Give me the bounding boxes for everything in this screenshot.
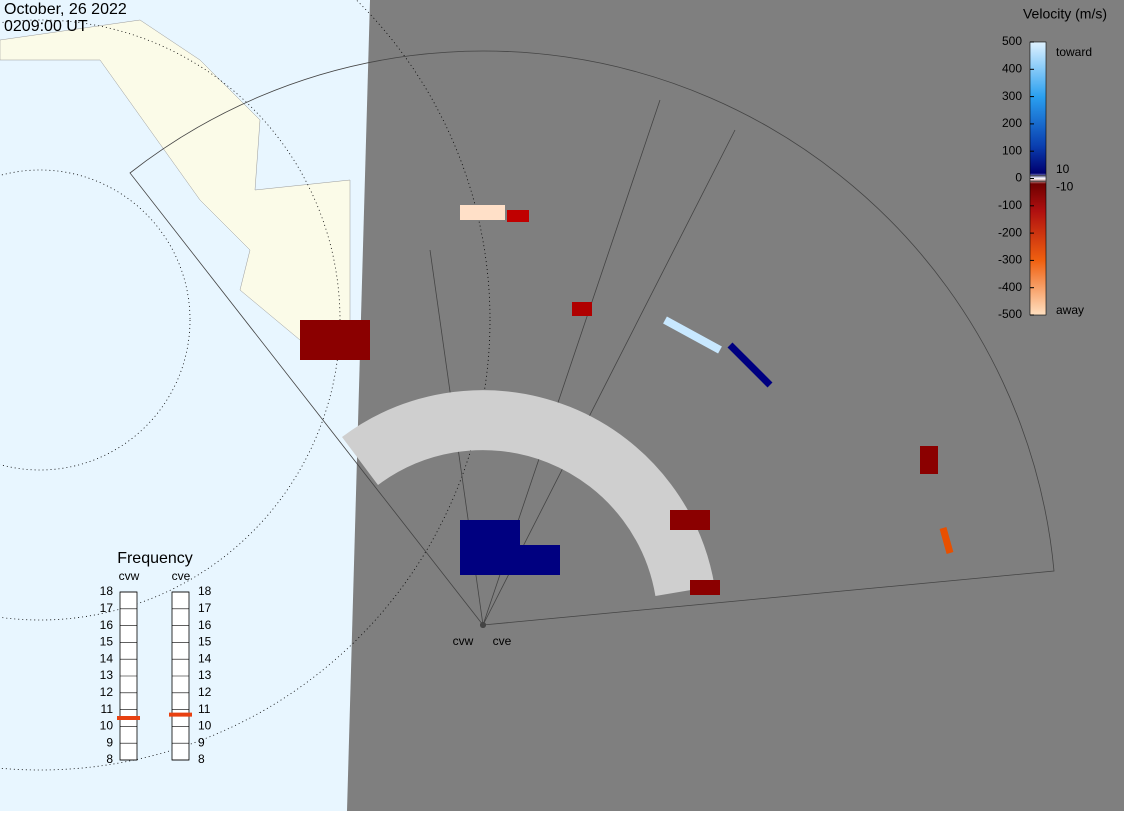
site-label: cvw xyxy=(453,634,474,648)
frequency-tick-label: 18 xyxy=(100,584,114,598)
away-label: away xyxy=(1056,303,1084,317)
frequency-tick-label: 16 xyxy=(198,618,212,632)
frequency-tick-label: 14 xyxy=(198,651,212,665)
frequency-tick-label: 9 xyxy=(198,735,205,749)
frequency-tick-label: 17 xyxy=(198,601,212,615)
radar-name: cvw xyxy=(119,569,140,583)
site-label: cve xyxy=(493,634,512,648)
toward-label: toward xyxy=(1056,45,1092,59)
colorbar-tick-label: -100 xyxy=(998,198,1022,212)
radar-fov xyxy=(129,50,1055,626)
frequency-tick-label: 8 xyxy=(198,752,205,766)
colorbar-title: Velocity (m/s) xyxy=(1023,6,1107,22)
colorbar-tick-label: -300 xyxy=(998,253,1022,267)
frequency-tick-label: 16 xyxy=(100,618,114,632)
frequency-tick-label: 13 xyxy=(100,668,114,682)
frequency-tick-label: 11 xyxy=(101,702,114,716)
frequency-tick-label: 12 xyxy=(100,685,114,699)
site xyxy=(480,622,486,628)
scatter-band xyxy=(342,390,715,597)
frequency-tick-label: 12 xyxy=(198,685,212,699)
colorbar-tick-label: 300 xyxy=(1002,89,1022,103)
frequency-tick-label: 17 xyxy=(100,601,114,615)
colorbar-tick-label: 200 xyxy=(1002,116,1022,130)
frequency-tick-label: 9 xyxy=(106,735,113,749)
colorbar-tick-label: 100 xyxy=(1002,143,1022,157)
threshold-label: -10 xyxy=(1056,179,1074,193)
date: October, 26 2022 xyxy=(4,1,127,18)
frequency-tick-label: 11 xyxy=(198,702,211,716)
colorbar-tick-label: 0 xyxy=(1015,171,1022,185)
frequency-tick-label: 15 xyxy=(100,635,114,649)
colorbar-tick-label: -400 xyxy=(998,280,1022,294)
frequency-tick-label: 18 xyxy=(198,584,212,598)
frequency-tick-label: 15 xyxy=(198,635,212,649)
frequency-tick-label: 14 xyxy=(100,651,114,665)
radar-name: cve xyxy=(172,569,191,583)
colorbar-tick-label: 500 xyxy=(1002,34,1022,48)
frequency-tick-label: 8 xyxy=(106,752,113,766)
colorbar-tick-label: 400 xyxy=(1002,61,1022,75)
night-region xyxy=(347,0,1124,811)
colorbar-tick-label: -200 xyxy=(998,225,1022,239)
frequency-tick-label: 10 xyxy=(198,719,212,733)
colorbar-tick-label: -500 xyxy=(998,307,1022,321)
frequency-tick-label: 13 xyxy=(198,668,212,682)
frequency-title: Frequency xyxy=(117,550,193,567)
frequency-tick-label: 10 xyxy=(100,719,114,733)
time: 0209:00 UT xyxy=(4,18,88,35)
radar-cells xyxy=(300,205,954,595)
threshold-label: 10 xyxy=(1056,162,1070,176)
